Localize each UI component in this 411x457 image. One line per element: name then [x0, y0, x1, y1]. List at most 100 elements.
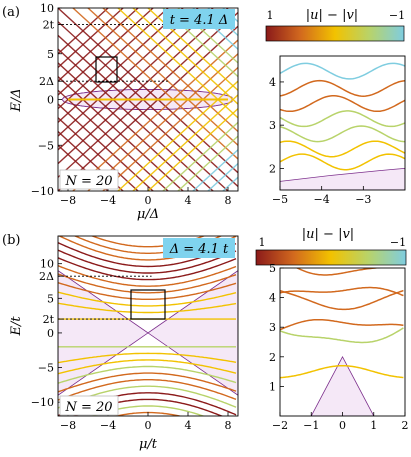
spectrum-curve	[113, 411, 183, 416]
panel-a-zoom-ticks: −5 −4 −3 2 3 4	[269, 76, 371, 206]
panel-a-main-plot: −8 −4 0 4 8 −10 −5 0 2Δ 5 2t 10 t = 4.1 Δ N = 20 μ/…	[9, 2, 239, 222]
panel-b-zoom-box	[130, 289, 166, 320]
panel-b-badge-bg	[163, 238, 235, 258]
zoom-band	[280, 289, 404, 311]
spectrum-line	[146, 108, 238, 191]
spectrum-line	[58, 89, 170, 191]
panel-a-n-box	[59, 169, 119, 190]
panel-b-n-box	[59, 395, 119, 416]
zoom-band	[280, 125, 405, 143]
colorbar-a-min: 1	[267, 9, 274, 22]
panel-b-zoom-bulk	[310, 355, 375, 416]
panel-a-n-label: N = 20	[64, 174, 112, 189]
spectrum-curve	[58, 352, 237, 364]
spectrum-line	[146, 8, 238, 91]
spectrum-line	[116, 8, 238, 119]
panel-a-zoom-box	[95, 56, 118, 83]
panel-b-zoom-xtick-label: 0	[339, 419, 346, 432]
spectrum-line	[131, 94, 238, 191]
panel-a-zoom-xtick-label: −4	[314, 193, 330, 206]
colorbar-b-max: −1	[390, 236, 406, 249]
spectrum-line	[71, 8, 238, 160]
panel-b-zoom-xtick-label: −2	[272, 419, 288, 432]
panel-a-label: (a)	[2, 5, 20, 20]
panel-b-xlabel: μ/t	[139, 437, 158, 452]
zoom-band	[295, 268, 383, 276]
panel-a-zoom-ytick-label: 4	[269, 76, 276, 89]
panel-a-ticks: −8 −4 0 4 8 −10 −5 0 2Δ 5 2t 10	[31, 2, 232, 207]
zoom-bulk	[280, 167, 405, 190]
spectrum-curve	[58, 372, 237, 393]
panel-b-xtick-label: 0	[145, 419, 152, 432]
panel-a-ytick-label: −10	[31, 185, 54, 198]
spectrum-line	[101, 66, 238, 191]
zoom-band	[280, 79, 405, 97]
panel-a-xtick-label: −4	[100, 194, 116, 207]
panel-b-zoom-ytick-label: 1	[269, 380, 276, 393]
spectrum-curve	[58, 282, 237, 300]
panel-a-zoom-bulk	[280, 167, 405, 190]
colorbar-a-label: |u| − |v|	[306, 8, 358, 23]
spectrum-line	[58, 76, 185, 191]
spectrum-curve	[90, 236, 206, 248]
spectrum-line	[58, 8, 110, 55]
zoom-band	[280, 318, 404, 331]
panel-a-zoom-xtick-label: −5	[272, 193, 288, 206]
colorbar-b-label: |u| − |v|	[302, 227, 354, 242]
spectrum-line	[116, 80, 238, 191]
panel-b-ytick-label: 5	[47, 292, 54, 305]
spectrum-line	[58, 8, 200, 137]
panel-b-colorbar: |u| − |v| 1 −1	[255, 227, 407, 266]
bulk-wedge-left	[58, 270, 149, 396]
panel-a-ytick-label: −5	[38, 139, 54, 152]
colorbar-a-max: −1	[389, 9, 405, 22]
spectrum-line	[58, 8, 238, 174]
panel-b-zoom-xtick-label: 2	[402, 419, 409, 432]
spectrum-line	[58, 8, 125, 68]
panel-b-ytick-label: −10	[31, 396, 54, 409]
panel-a-zoom-ytick-label: 3	[269, 119, 276, 132]
spectrum-curve	[58, 249, 237, 274]
colorbar-b-gradient	[255, 249, 407, 266]
panel-a-ytick-label: 2Δ	[39, 75, 54, 88]
panel-b-n-label: N = 20	[64, 400, 112, 415]
panel-a-zoom-xtick-label: −3	[355, 193, 371, 206]
panel-b-ytick-label: 2Δ	[39, 270, 54, 283]
spectrum-curve	[58, 359, 237, 375]
spectrum-line	[58, 25, 238, 191]
spectrum-line	[58, 34, 230, 191]
spectrum-line	[86, 8, 238, 146]
panel-b-zoom-xtick-label: −1	[303, 419, 319, 432]
panel-b-ytick-label: 2t	[43, 313, 55, 326]
spectrum-line	[161, 8, 238, 78]
panel-a-ytick-label: 10	[40, 2, 54, 15]
zoom-band	[280, 364, 404, 379]
panel-a-zoom-plot: −5 −4 −3 2 3 4	[269, 55, 406, 206]
colorbar-b-min: 1	[259, 236, 266, 249]
panel-b-bulk-region	[58, 270, 238, 396]
panel-b-label: (b)	[2, 233, 20, 248]
zoom-band	[280, 95, 405, 113]
panel-a-badge-bg	[163, 9, 235, 29]
spectrum-curve	[90, 405, 206, 416]
zoom-band	[280, 286, 404, 297]
panel-b-ytick-label: −5	[38, 362, 54, 375]
panel-b-xtick-label: 8	[225, 419, 232, 432]
zoom-band	[280, 62, 405, 80]
panel-a-zoom-frame	[279, 55, 406, 191]
spectrum-curve	[58, 365, 237, 384]
panel-b-xtick-label: −4	[100, 419, 116, 432]
spectrum-line	[58, 8, 155, 96]
panel-b-xtick-label: −8	[60, 419, 76, 432]
panel-a-ylabel: E/Δ	[9, 88, 24, 112]
panel-a-zoom-lines	[280, 62, 405, 171]
panel-a-colorbar: |u| − |v| 1 −1	[265, 8, 405, 42]
spectrum-curve	[58, 291, 237, 307]
spectrum-line	[101, 8, 238, 133]
panel-b-zoom-ytick-label: 3	[269, 321, 276, 334]
panel-a-reference-lines	[58, 24, 170, 82]
spectrum-line	[58, 103, 155, 191]
